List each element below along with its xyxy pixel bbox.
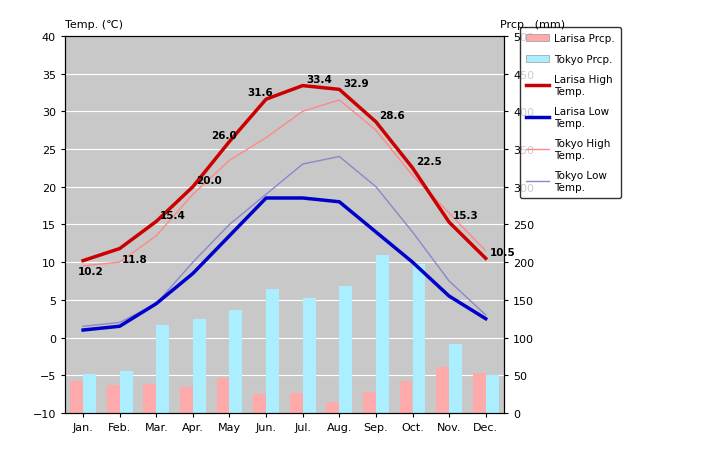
Legend: Larisa Prcp., Tokyo Prcp., Larisa High
Temp., Larisa Low
Temp., Tokyo High
Temp.: Larisa Prcp., Tokyo Prcp., Larisa High T… bbox=[520, 28, 621, 199]
Bar bbox=[339, 286, 352, 413]
Bar bbox=[363, 392, 376, 413]
Text: Prcp.  (mm): Prcp. (mm) bbox=[500, 20, 565, 30]
Bar bbox=[156, 325, 169, 413]
Text: 32.9: 32.9 bbox=[343, 78, 369, 89]
Bar bbox=[217, 379, 230, 413]
Text: 22.5: 22.5 bbox=[416, 157, 442, 167]
Text: 11.8: 11.8 bbox=[122, 255, 148, 264]
Bar bbox=[376, 256, 389, 413]
Bar bbox=[436, 367, 449, 413]
Bar bbox=[107, 385, 120, 413]
Bar bbox=[326, 403, 339, 413]
Text: 33.4: 33.4 bbox=[306, 75, 332, 84]
Bar bbox=[302, 298, 315, 413]
Bar bbox=[413, 265, 426, 413]
Bar bbox=[180, 387, 193, 413]
Text: 26.0: 26.0 bbox=[211, 130, 237, 140]
Bar bbox=[71, 381, 83, 413]
Text: Temp. (℃): Temp. (℃) bbox=[65, 20, 123, 30]
Bar bbox=[486, 375, 498, 413]
Text: 15.3: 15.3 bbox=[453, 211, 479, 221]
Text: 28.6: 28.6 bbox=[379, 111, 405, 121]
Bar bbox=[83, 374, 96, 413]
Bar bbox=[449, 344, 462, 413]
Text: 10.5: 10.5 bbox=[490, 247, 515, 257]
Bar bbox=[290, 393, 302, 413]
Bar bbox=[473, 373, 486, 413]
Bar bbox=[120, 371, 132, 413]
Text: 10.2: 10.2 bbox=[78, 267, 104, 277]
Bar bbox=[143, 385, 156, 413]
Text: 31.6: 31.6 bbox=[248, 88, 274, 98]
Bar bbox=[400, 381, 413, 413]
Text: 20.0: 20.0 bbox=[197, 175, 222, 185]
Bar bbox=[230, 310, 243, 413]
Bar bbox=[266, 289, 279, 413]
Bar bbox=[253, 394, 266, 413]
Text: 15.4: 15.4 bbox=[160, 210, 186, 220]
Bar bbox=[193, 319, 206, 413]
